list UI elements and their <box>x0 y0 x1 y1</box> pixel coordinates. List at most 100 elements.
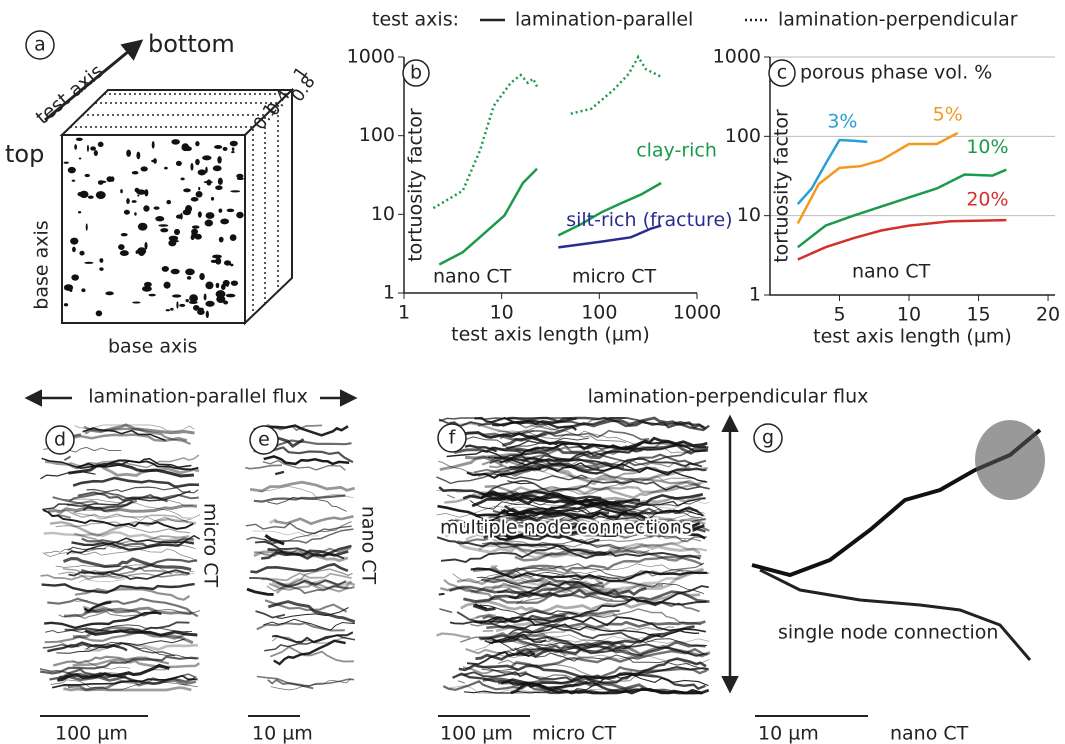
pore <box>195 158 200 166</box>
y-tick-label: 1 <box>749 284 761 306</box>
x-tick-label: 5 <box>833 304 845 326</box>
pore <box>161 266 169 272</box>
pore-path <box>252 530 320 537</box>
pore-path <box>487 453 707 467</box>
y-tick-label: 100 <box>359 124 395 146</box>
pore <box>185 204 193 213</box>
pore <box>218 208 223 213</box>
pore <box>183 188 191 193</box>
pore <box>148 293 156 297</box>
pore <box>230 280 239 286</box>
pore-path <box>502 500 710 510</box>
pore-path <box>510 647 708 669</box>
pore-path <box>42 490 191 511</box>
pore-path <box>472 555 703 573</box>
pore-path <box>492 419 577 431</box>
pore-path <box>49 517 197 537</box>
pore <box>185 269 193 273</box>
pore <box>181 143 190 152</box>
pore <box>203 293 207 301</box>
pore-path <box>253 547 351 557</box>
pore-path <box>435 632 471 639</box>
series-line <box>797 218 1007 261</box>
pore-path <box>453 431 708 451</box>
pore-path <box>249 577 347 588</box>
pore <box>171 139 180 145</box>
pore-path <box>501 638 634 650</box>
pore <box>95 191 106 200</box>
cube-diagram: a bottom test axis top base axis base ax… <box>5 30 320 358</box>
pore <box>217 156 222 164</box>
pore-path <box>66 534 201 556</box>
pore <box>203 180 213 184</box>
pore <box>195 141 200 147</box>
pore-path <box>267 600 356 624</box>
pore-path <box>274 470 285 476</box>
pore <box>236 211 244 219</box>
pore <box>236 173 244 179</box>
pore <box>131 171 139 175</box>
pore-path <box>497 589 537 595</box>
pore-path <box>58 674 127 682</box>
pore-path <box>481 456 701 487</box>
scale-label: 100 µm <box>440 723 513 744</box>
pore-path <box>477 463 691 487</box>
pore-path <box>489 581 604 605</box>
pore <box>230 190 241 193</box>
pore-path <box>82 500 134 512</box>
pore-path <box>437 504 701 531</box>
pore <box>87 195 94 199</box>
pore <box>106 176 114 183</box>
pore <box>93 150 98 156</box>
pore <box>215 257 222 265</box>
pore-path <box>84 423 195 435</box>
pore <box>176 301 179 309</box>
pore-path <box>40 566 173 581</box>
pore-path <box>499 429 650 441</box>
bottom-label: bottom <box>148 30 235 58</box>
pore-path <box>44 630 189 644</box>
pore <box>143 205 150 212</box>
pore-path <box>55 564 195 574</box>
pore <box>205 310 209 319</box>
pore-path <box>58 608 201 619</box>
pore <box>210 196 215 201</box>
chart-title: porous phase vol. % <box>800 62 992 84</box>
axes <box>403 57 697 294</box>
pore <box>194 233 202 240</box>
pore <box>81 288 86 293</box>
series-line <box>438 167 538 266</box>
pore-path <box>482 676 701 695</box>
legend-solid: lamination-parallel <box>515 9 693 31</box>
pore <box>205 212 215 219</box>
pore-path <box>492 568 704 593</box>
pore-path <box>263 455 350 466</box>
pore-path <box>267 496 347 512</box>
pore <box>175 160 182 167</box>
pore-path <box>57 509 189 523</box>
pore-path <box>512 566 557 571</box>
pore-path <box>457 532 621 551</box>
pore-path <box>493 562 705 579</box>
pore-path <box>264 634 356 652</box>
pore-path <box>276 607 349 619</box>
method-label: micro CT <box>200 503 222 588</box>
pore-path <box>465 533 707 559</box>
pore-path <box>264 446 354 464</box>
pore <box>170 268 180 275</box>
x-tick-label: 15 <box>966 304 990 326</box>
pore <box>195 191 203 198</box>
pore <box>151 159 154 163</box>
pore <box>140 166 148 172</box>
pore <box>141 285 152 292</box>
pore <box>74 144 77 150</box>
pore-path <box>272 631 354 644</box>
pore <box>214 145 223 149</box>
pore-path <box>466 467 542 479</box>
pore <box>226 208 235 213</box>
pore-path <box>469 500 700 516</box>
series-label: 3% <box>827 110 857 132</box>
pore-path <box>246 528 354 545</box>
pore <box>231 150 235 154</box>
pore <box>119 250 129 257</box>
